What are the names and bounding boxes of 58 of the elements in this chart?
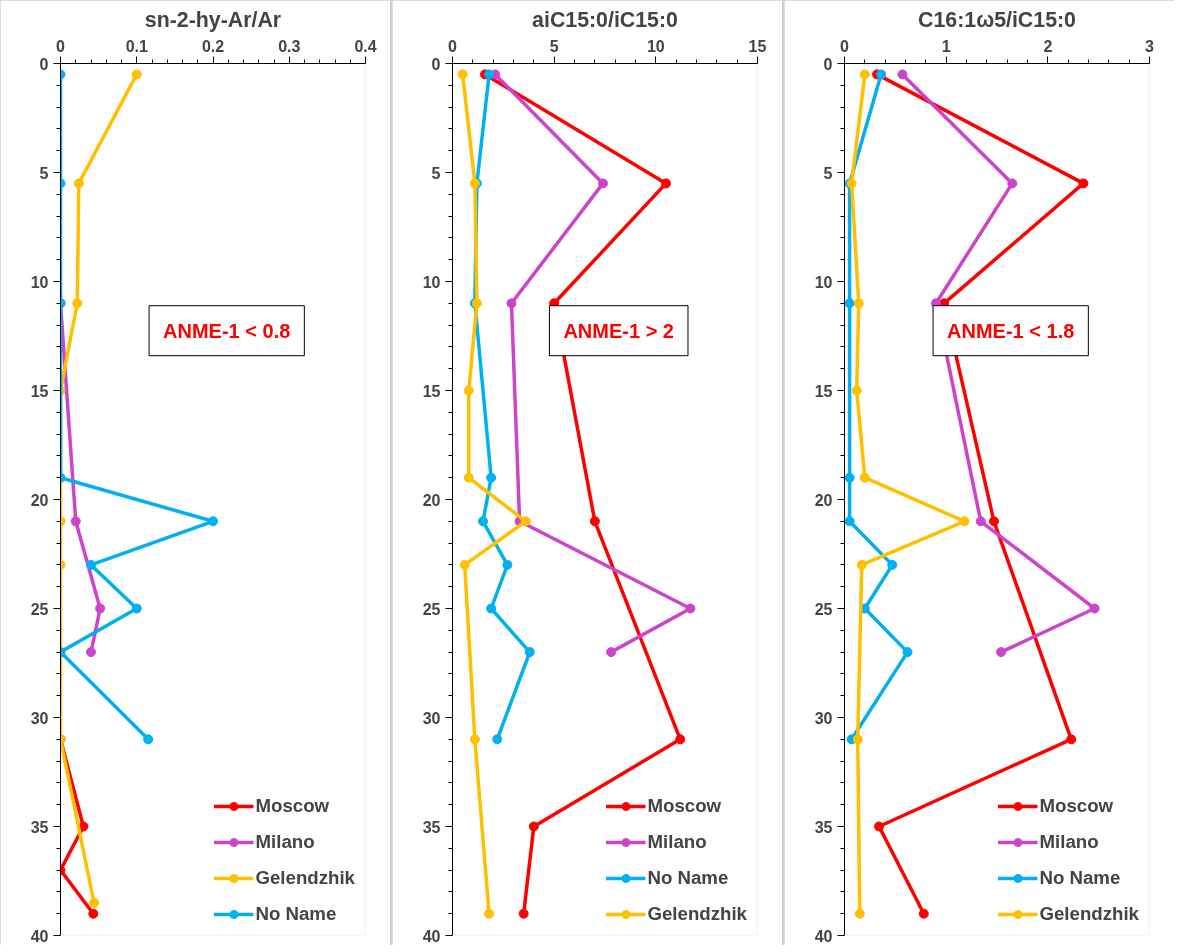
x-tick-label: 0	[56, 37, 66, 55]
y-tick-label: 5	[431, 164, 441, 182]
x-tick-label: 2	[1043, 37, 1053, 55]
legend-label: No Name	[255, 903, 337, 925]
y-tick-label: 25	[30, 600, 49, 618]
legend-label: Moscow	[255, 795, 330, 817]
annotation: ANME-1 > 2	[563, 319, 674, 342]
legend-label: Gelendzhik	[1039, 903, 1139, 925]
x-tick-label: 10	[646, 37, 665, 55]
y-tick-label: 10	[30, 273, 49, 291]
legend-label: Milano	[647, 831, 707, 853]
y-tick-label: 40	[814, 927, 833, 945]
y-tick-label: 5	[39, 164, 49, 182]
x-tick-label: 0	[840, 37, 850, 55]
y-tick-label: 20	[814, 491, 833, 509]
y-tick-label: 15	[422, 382, 441, 400]
y-tick-label: 15	[30, 382, 49, 400]
y-tick-label: 20	[30, 491, 49, 509]
legend-label: No Name	[647, 867, 729, 889]
legend-label: Moscow	[1039, 795, 1114, 817]
x-tick-label: 0.3	[278, 37, 301, 55]
x-tick-label: 0.2	[201, 37, 225, 55]
annotation: ANME-1 < 1.8	[947, 319, 1075, 342]
y-tick-label: 0	[431, 55, 441, 73]
y-tick-label: 25	[422, 600, 441, 618]
y-tick-label: 30	[422, 709, 441, 727]
x-tick-label: 0.1	[125, 37, 148, 55]
legend-label: Milano	[255, 831, 315, 853]
legend-label: Moscow	[647, 795, 722, 817]
y-tick-label: 0	[39, 55, 49, 73]
chart-title: sn-2-hy-Ar/Ar	[144, 7, 282, 32]
y-tick-label: 10	[814, 273, 833, 291]
y-tick-label: 30	[30, 709, 49, 727]
y-tick-label: 0	[823, 55, 833, 73]
chart-title: C16:1ω5/iC15:0	[918, 7, 1076, 32]
y-tick-label: 5	[823, 164, 833, 182]
x-tick-label: 0	[448, 37, 458, 55]
legend-label: Gelendzhik	[255, 867, 355, 889]
x-tick-label: 3	[1145, 37, 1155, 55]
y-tick-label: 40	[422, 927, 441, 945]
y-tick-label: 25	[814, 600, 833, 618]
y-tick-label: 20	[422, 491, 441, 509]
y-tick-label: 10	[422, 273, 441, 291]
x-tick-label: 15	[748, 37, 767, 55]
x-tick-label: 0.4	[354, 37, 377, 55]
x-tick-label: 1	[941, 37, 951, 55]
x-tick-label: 5	[549, 37, 559, 55]
y-tick-label: 30	[814, 709, 833, 727]
y-tick-label: 15	[814, 382, 833, 400]
legend-label: Milano	[1039, 831, 1099, 853]
legend-label: No Name	[1039, 867, 1121, 889]
chart-title: aiC15:0/iC15:0	[532, 7, 678, 32]
y-tick-label: 35	[814, 818, 833, 836]
legend-label: Gelendzhik	[647, 903, 747, 925]
y-tick-label: 35	[422, 818, 441, 836]
y-tick-label: 35	[30, 818, 49, 836]
y-tick-label: 40	[30, 927, 49, 945]
annotation: ANME-1 < 0.8	[163, 319, 291, 342]
